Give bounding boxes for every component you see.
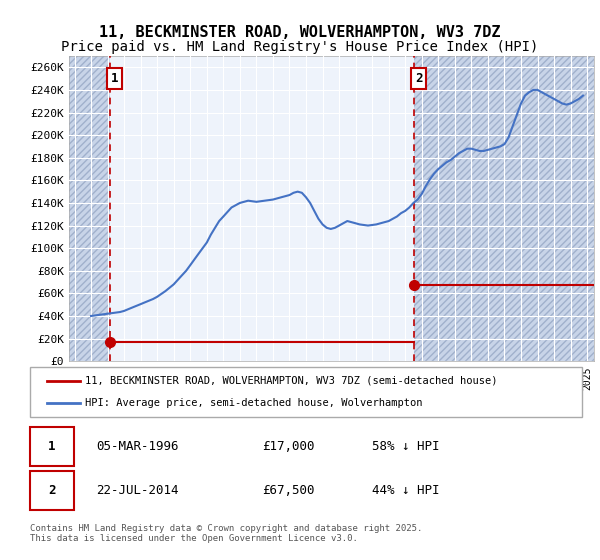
Text: 11, BECKMINSTER ROAD, WOLVERHAMPTON, WV3 7DZ (semi-detached house): 11, BECKMINSTER ROAD, WOLVERHAMPTON, WV3… (85, 376, 498, 386)
Bar (69, 56, 110, 361)
FancyBboxPatch shape (30, 367, 582, 417)
Text: 2: 2 (415, 72, 422, 85)
Text: 22-JUL-2014: 22-JUL-2014 (96, 484, 179, 497)
Bar (415, 56, 594, 361)
Text: Price paid vs. HM Land Registry's House Price Index (HPI): Price paid vs. HM Land Registry's House … (61, 40, 539, 54)
Text: 1: 1 (111, 72, 118, 85)
Text: 44% ↓ HPI: 44% ↓ HPI (372, 484, 440, 497)
FancyBboxPatch shape (30, 427, 74, 466)
Text: 1: 1 (49, 440, 56, 453)
Text: HPI: Average price, semi-detached house, Wolverhampton: HPI: Average price, semi-detached house,… (85, 398, 422, 408)
Text: 05-MAR-1996: 05-MAR-1996 (96, 440, 179, 453)
Text: £67,500: £67,500 (262, 484, 314, 497)
Text: 11, BECKMINSTER ROAD, WOLVERHAMPTON, WV3 7DZ: 11, BECKMINSTER ROAD, WOLVERHAMPTON, WV3… (99, 25, 501, 40)
Text: £17,000: £17,000 (262, 440, 314, 453)
Bar (415, 56, 594, 361)
Text: 2: 2 (49, 484, 56, 497)
Text: Contains HM Land Registry data © Crown copyright and database right 2025.
This d: Contains HM Land Registry data © Crown c… (30, 524, 422, 543)
Text: 58% ↓ HPI: 58% ↓ HPI (372, 440, 440, 453)
FancyBboxPatch shape (30, 471, 74, 510)
Bar (69, 56, 110, 361)
